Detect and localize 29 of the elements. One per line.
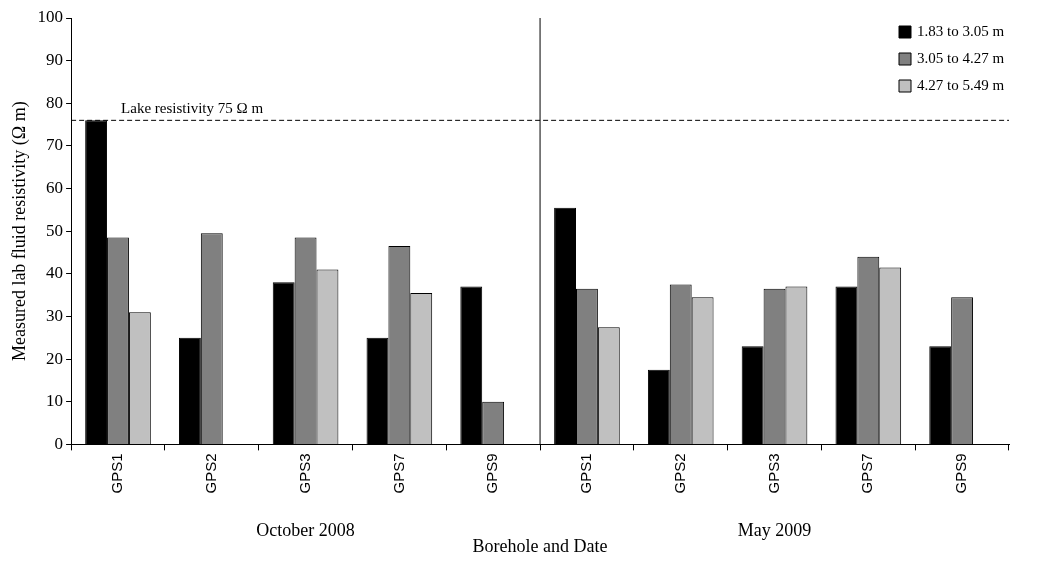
y-tick-label: 50 [46, 220, 64, 240]
ref-line-label: Lake resistivity 75 Ω m [121, 99, 264, 116]
text: May 2009 [737, 520, 812, 541]
text: October 2008 [256, 520, 355, 541]
y-tick-label: 70 [46, 135, 64, 155]
y-tick-label: 80 [46, 92, 64, 112]
x-tick-label: GPS3 [295, 453, 313, 494]
x-tick-label: GPS2 [670, 453, 688, 494]
x-tick-label: GPS1 [108, 453, 126, 494]
y-tick-label: 30 [46, 305, 64, 325]
x-tick-label: GPS1 [577, 453, 595, 494]
x-tick-label: GPS9 [952, 453, 970, 494]
x-tick-label: GPS7 [858, 453, 876, 494]
y-tick-label: 10 [46, 391, 64, 411]
x-tick-label: GPS2 [201, 453, 219, 494]
y-axis-title: Measured lab fluid resistivity (Ω m) [8, 101, 30, 362]
y-tick-label: 100 [37, 7, 64, 27]
y-tick-label: 90 [46, 50, 64, 70]
y-tick-label: 20 [46, 348, 64, 368]
y-tick-label: 0 [54, 433, 64, 453]
legend-label: 4.27 to 5.49 m [917, 76, 1005, 93]
x-tick-label: GPS7 [389, 453, 407, 494]
x-axis-title: Borehole and Date [472, 535, 608, 556]
y-tick-label: 60 [46, 178, 64, 198]
y-tick-label: 40 [46, 263, 64, 283]
x-tick-label: GPS3 [764, 453, 782, 494]
x-tick-label: GPS9 [483, 453, 501, 494]
legend-label: 1.83 to 3.05 m [917, 22, 1005, 39]
legend-label: 3.05 to 4.27 m [917, 49, 1005, 66]
